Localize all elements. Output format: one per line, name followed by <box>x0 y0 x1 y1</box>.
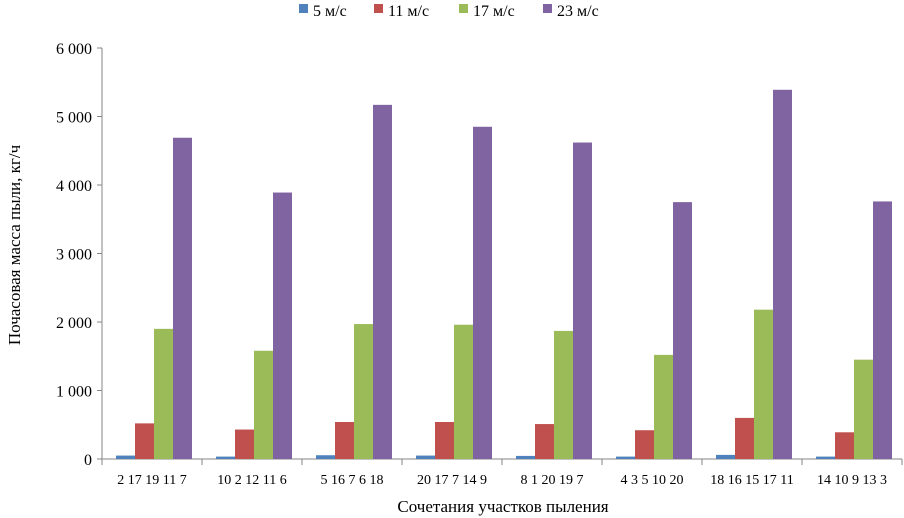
bar <box>573 142 592 459</box>
bar <box>173 137 192 460</box>
bar <box>773 89 792 459</box>
y-tick-label: 5 000 <box>56 110 92 127</box>
bar <box>373 104 392 459</box>
bar <box>835 432 854 459</box>
bar <box>254 350 273 459</box>
bar <box>854 359 873 459</box>
y-tick-label: 2 000 <box>56 315 92 332</box>
legend-label: 17 м/с <box>473 3 515 20</box>
bar <box>816 456 835 459</box>
bar <box>554 330 573 459</box>
x-category-label: 18 16 15 17 11 <box>710 473 793 488</box>
bar <box>216 456 235 459</box>
bar <box>616 456 635 459</box>
x-category-label: 20 17 7 14 9 <box>417 473 487 488</box>
bar <box>735 417 754 459</box>
bar <box>873 201 892 459</box>
x-axis-title: Сочетания участков пыления <box>397 497 608 516</box>
bar <box>635 430 654 459</box>
bar <box>754 309 773 459</box>
x-category-label: 2 17 19 11 7 <box>117 473 186 488</box>
bar <box>454 324 473 459</box>
x-category-label: 14 10 9 13 3 <box>817 473 887 488</box>
bar <box>516 455 535 459</box>
bar <box>473 126 492 460</box>
bar <box>235 429 254 459</box>
y-axis: 0 1 000 2 000 3 000 4 000 5 000 6 000 <box>56 41 103 469</box>
bar <box>716 454 735 459</box>
bar <box>116 455 135 459</box>
legend-label: 23 м/с <box>557 3 599 20</box>
bar <box>654 354 673 459</box>
bar <box>673 202 692 459</box>
bar <box>354 324 373 459</box>
bar <box>154 328 173 459</box>
x-category-label: 8 1 20 19 7 <box>521 473 584 488</box>
bar <box>273 192 292 459</box>
bar <box>335 422 354 459</box>
y-tick-label: 1 000 <box>56 384 92 401</box>
y-tick-label: 4 000 <box>56 178 92 195</box>
legend: 5 м/с 11 м/с 17 м/с 23 м/с <box>299 3 599 20</box>
legend-swatch <box>374 4 383 13</box>
legend-swatch <box>459 4 468 13</box>
bar <box>316 455 335 459</box>
legend-swatch <box>299 4 308 13</box>
y-tick-label: 0 <box>84 452 92 469</box>
legend-label: 11 м/с <box>388 3 429 20</box>
bar <box>416 455 435 459</box>
bar <box>135 423 154 459</box>
x-axis: 2 17 19 11 7 10 2 12 11 6 5 16 7 6 18 20 17… <box>101 458 903 488</box>
bar <box>435 422 454 459</box>
bar <box>535 424 554 459</box>
bars <box>116 89 892 460</box>
y-tick-label: 6 000 <box>56 41 92 58</box>
x-category-label: 4 3 5 10 20 <box>621 473 684 488</box>
y-tick-label: 3 000 <box>56 247 92 264</box>
x-category-label: 5 16 7 6 18 <box>321 473 384 488</box>
x-category-label: 10 2 12 11 6 <box>217 473 286 488</box>
legend-swatch <box>543 4 552 13</box>
legend-label: 5 м/с <box>313 3 347 20</box>
y-axis-title: Почасовая масса пыли, кг/ч <box>5 144 24 345</box>
